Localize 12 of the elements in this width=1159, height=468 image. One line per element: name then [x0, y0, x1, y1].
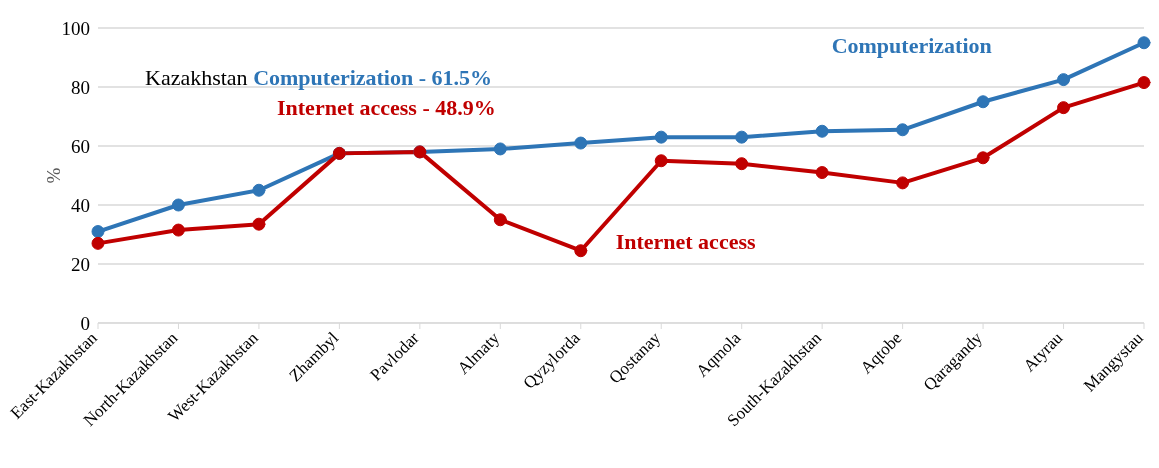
- series-label: Computerization: [831, 32, 992, 59]
- y-tick-label: 60: [71, 135, 90, 157]
- annotation: Kazakhstan: [145, 65, 248, 90]
- annotation: Computerization - 61.5%: [253, 65, 493, 90]
- y-tick-label: 100: [61, 17, 90, 39]
- y-tick-label: 40: [71, 194, 90, 216]
- y-tick-label: 80: [71, 76, 90, 98]
- annotation: Internet access - 48.9%: [276, 94, 496, 122]
- series-label: Internet access: [615, 228, 756, 255]
- y-axis-title: %: [42, 167, 64, 184]
- y-tick-label: 0: [80, 312, 90, 334]
- y-tick-label: 20: [71, 253, 90, 275]
